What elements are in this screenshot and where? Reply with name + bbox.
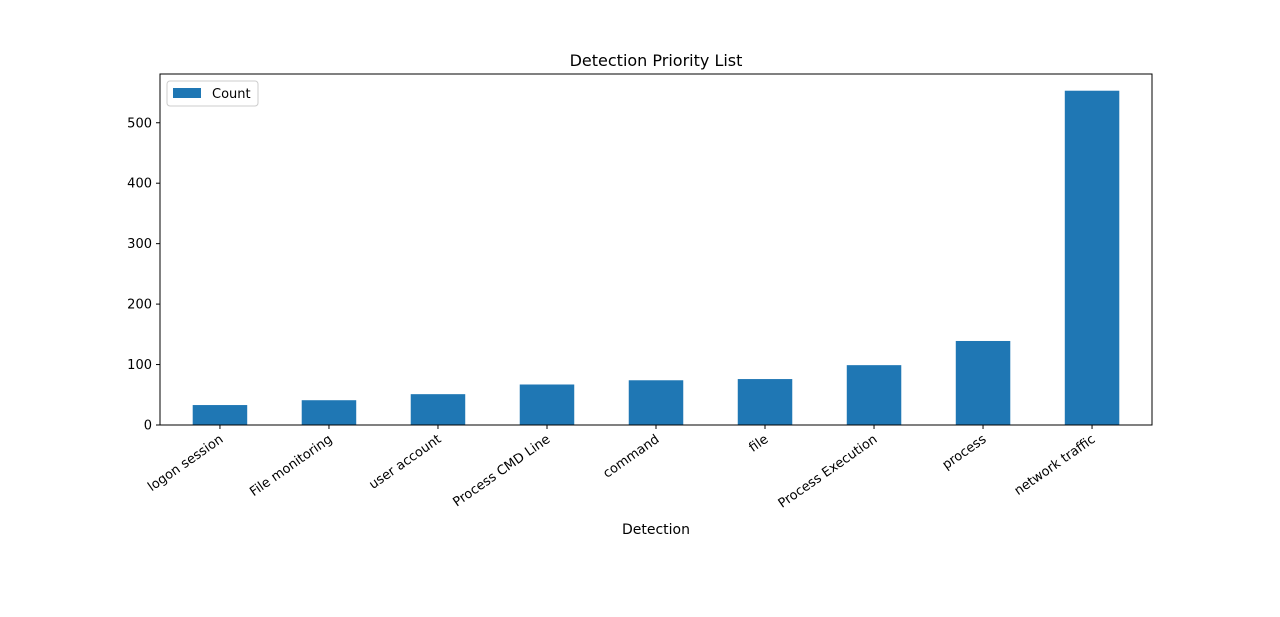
y-tick-label: 200 [127,298,152,313]
bar-user-account [410,394,466,425]
y-axis: 0 100 200 300 400 500 [127,116,160,434]
y-tick-label: 0 [144,419,152,434]
legend-swatch-count [173,88,201,98]
y-tick-label: 500 [127,116,152,131]
legend-label-count: Count [212,87,251,102]
bar-process-cmd-line [519,384,575,425]
bar-command [628,380,684,425]
y-tick-label: 300 [127,237,152,252]
y-tick-label: 400 [127,177,152,192]
bar-process [955,340,1011,425]
legend: Count [166,80,259,107]
plot-frame [159,73,1153,426]
bar-process-execution [846,365,902,425]
bar-network-traffic [1064,90,1120,425]
bar-file [737,379,793,425]
legend-box [166,80,259,107]
y-tick-label: 100 [127,358,152,373]
chart-title: Detection Priority List [570,51,743,70]
bar-file-monitoring [301,400,357,425]
x-axis-title: Detection [622,522,690,538]
bars-group [192,90,1120,425]
bar-logon-session [192,405,248,425]
